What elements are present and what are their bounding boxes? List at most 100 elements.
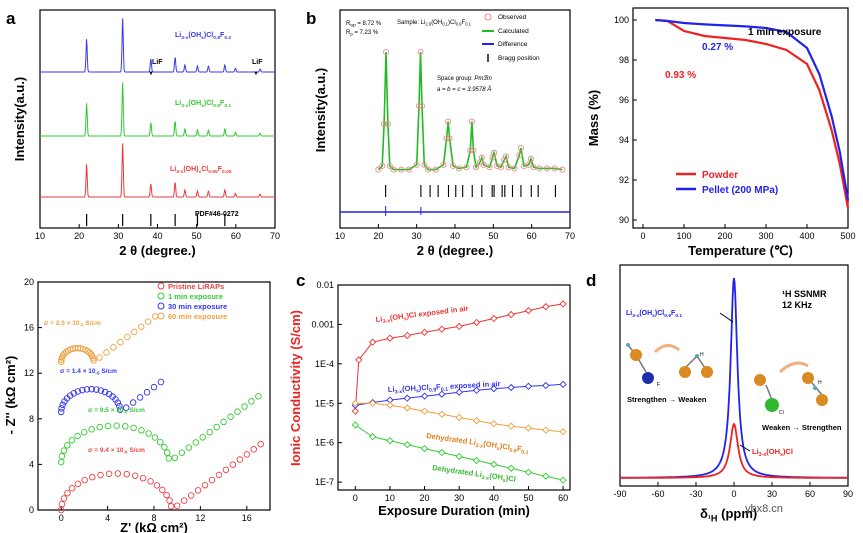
- lif-marker-2: ▼: [253, 71, 259, 77]
- conductivity-point: [355, 356, 363, 364]
- y-axis-label: Intensity(a.u.): [313, 68, 328, 153]
- impedance-point: [250, 446, 258, 453]
- legend-label: 30 min exposure: [168, 302, 227, 311]
- impedance-point: [180, 497, 188, 504]
- impedance-point: [93, 386, 100, 393]
- impedance-point: [58, 405, 65, 412]
- impedance-point: [88, 426, 95, 433]
- x-tick-label: 20: [420, 493, 430, 503]
- x-tick-label: 50: [192, 231, 202, 241]
- series-label-part: (OH: [489, 471, 504, 482]
- x-tick-label: 20: [74, 231, 84, 241]
- impedance-point: [192, 439, 200, 446]
- observed-point: [478, 154, 485, 161]
- impedance-point: [151, 313, 159, 320]
- rp-label-part: = 7.23 %: [353, 30, 379, 36]
- nmr-spectrum-2: [620, 422, 848, 479]
- impedance-point: [236, 456, 244, 463]
- oxygen-atom: [679, 366, 691, 378]
- observed-point: [463, 164, 470, 171]
- series-label-part: exposed in air: [448, 379, 501, 391]
- legend-label-s1-part: x: [201, 36, 204, 41]
- nmr-label-cl-part: Li: [752, 447, 759, 456]
- impedance-point: [255, 393, 262, 400]
- nmr-label-cl-part: 3-x: [759, 452, 767, 458]
- observed-point: [390, 166, 397, 173]
- x-tick-label: -30: [689, 489, 702, 499]
- impedance-point: [60, 495, 68, 502]
- series-label-part: x: [404, 316, 408, 322]
- legend-label-s1-part: Li: [175, 32, 181, 39]
- sample-label-part: (OH: [431, 20, 442, 26]
- series-label-part: 0.1: [521, 449, 529, 456]
- impedance-point: [79, 386, 86, 394]
- series-label-part: Li: [388, 385, 395, 394]
- y-axis-label: Intensity(a.u.): [12, 77, 27, 162]
- impedance-point: [96, 423, 103, 431]
- impedance-point: [89, 473, 96, 481]
- x-tick-label: 300: [758, 231, 773, 241]
- impedance-point: [145, 430, 152, 437]
- legend-label-s2-part: Li: [175, 100, 181, 107]
- impedance-point: [243, 451, 251, 458]
- observed-point: [417, 48, 424, 56]
- observed-point: [516, 152, 523, 159]
- rp-label: Rp = 7.23 %: [346, 30, 379, 37]
- impedance-point: [139, 474, 147, 482]
- observed-point: [413, 161, 420, 168]
- series-label-part: )Cl: [505, 473, 516, 483]
- annotation-lif-2: LiF: [252, 59, 263, 66]
- impedance-point: [241, 403, 248, 410]
- legend-label-s3-part: F: [218, 166, 223, 173]
- conductivity-label: σ = 1.4 × 10-5 S/cm: [60, 368, 117, 376]
- conductivity-label-part: -6: [124, 410, 129, 415]
- x-tick-label: 40: [450, 231, 460, 241]
- nmr-label-f: Li3-x(OHx)Cl0.9F0.1: [626, 310, 682, 319]
- y-tick-label: 4: [29, 459, 34, 469]
- observed-point: [494, 162, 501, 170]
- y-tick-label: 1E-4: [315, 359, 334, 369]
- conductivity-point: [472, 386, 481, 394]
- conductivity-point: [524, 468, 533, 476]
- nmr-title-1: ¹H SSNMR: [782, 289, 827, 299]
- x-tick-label: 60: [558, 493, 568, 503]
- series-label-part: (OH: [389, 312, 404, 323]
- series-label-part: x: [496, 446, 500, 452]
- tga-title: 1 min exposure: [748, 27, 822, 38]
- transfer-arrow: [778, 361, 809, 374]
- oxygen-atom: [816, 394, 828, 406]
- x-tick-label: 0: [731, 489, 736, 499]
- impedance-point: [105, 470, 113, 478]
- space-group-value: Pm3̄m: [474, 76, 491, 82]
- observed-point: [536, 165, 543, 172]
- conductivity-point: [420, 328, 429, 336]
- y-tick-label: 1E-6: [315, 438, 334, 448]
- nmr-label-cl-part: (OH: [766, 447, 780, 456]
- chlorine-atom: [765, 398, 779, 412]
- oxygen-atom: [802, 372, 814, 384]
- oxygen-atom: [701, 366, 713, 378]
- panel-tga-axes: [632, 7, 849, 229]
- rwp-label-part: R: [346, 21, 351, 27]
- conductivity-point: [559, 476, 567, 484]
- x-tick-label: 4: [105, 513, 110, 523]
- conductivity-label: σ = 2.5 × 10-5 S/cm: [44, 320, 101, 328]
- conductivity-point: [420, 444, 429, 453]
- x-tick-label: 70: [565, 231, 575, 241]
- x-axis-label: Temperature (℃): [688, 243, 793, 258]
- atom-label-cl: Cl: [779, 410, 784, 416]
- panel-letter-d: d: [586, 271, 596, 290]
- legend-label-s1-part: 0.2: [224, 35, 231, 41]
- legend-marker: [157, 312, 165, 320]
- observed-point: [443, 135, 450, 142]
- impedance-point: [103, 349, 110, 356]
- legend-label-s3-part: 3-x: [176, 169, 183, 175]
- observed-point: [415, 102, 423, 110]
- conductivity-point: [559, 428, 567, 436]
- impedance-point: [185, 444, 193, 451]
- nmr-label-f-part: Li: [626, 310, 632, 317]
- series-label-part: 0.9: [509, 448, 517, 455]
- impedance-point: [122, 404, 130, 411]
- conductivity-point: [472, 456, 481, 465]
